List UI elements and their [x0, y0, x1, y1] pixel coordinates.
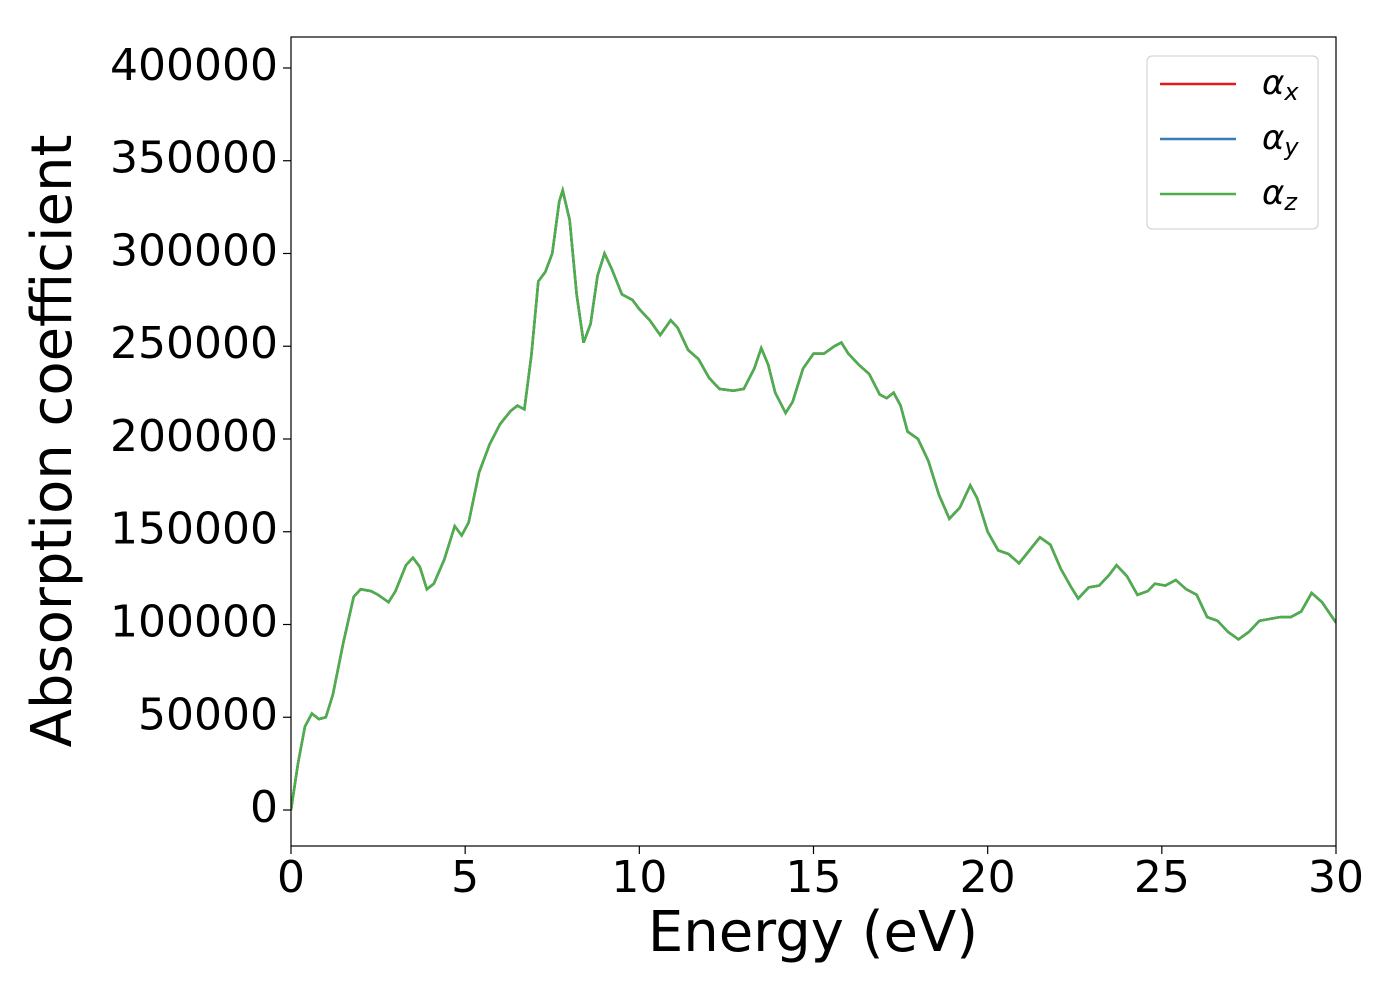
- y-tick-label: 0: [250, 782, 278, 833]
- series-line: [291, 185, 1336, 811]
- y-tick-label: 350000: [110, 133, 278, 184]
- x-tick-label: 15: [786, 852, 842, 903]
- series-line: [291, 185, 1336, 811]
- x-tick-label: 25: [1134, 852, 1190, 903]
- y-tick-label: 400000: [110, 40, 278, 91]
- x-tick-label: 20: [960, 852, 1016, 903]
- plot-frame: [290, 36, 1337, 847]
- y-tick-label: 150000: [110, 504, 278, 555]
- y-tick-label: 200000: [110, 411, 278, 462]
- legend-label: αx: [1262, 63, 1299, 107]
- y-tick-label: 250000: [110, 318, 278, 369]
- y-tick-label: 50000: [138, 689, 278, 740]
- x-axis-label: Energy (eV): [648, 900, 978, 965]
- y-tick-label: 300000: [110, 225, 278, 276]
- legend-label: αy: [1262, 118, 1299, 162]
- y-axis-label: Absorption coefficient: [20, 135, 85, 748]
- x-tick-label: 30: [1308, 852, 1364, 903]
- x-tick-label: 5: [451, 852, 479, 903]
- y-tick-label: 100000: [110, 597, 278, 648]
- x-tick-label: 10: [611, 852, 667, 903]
- series-line: [291, 185, 1336, 811]
- legend-label: αz: [1262, 173, 1298, 217]
- legend-box: [1146, 55, 1319, 230]
- x-tick-label: 0: [277, 852, 305, 903]
